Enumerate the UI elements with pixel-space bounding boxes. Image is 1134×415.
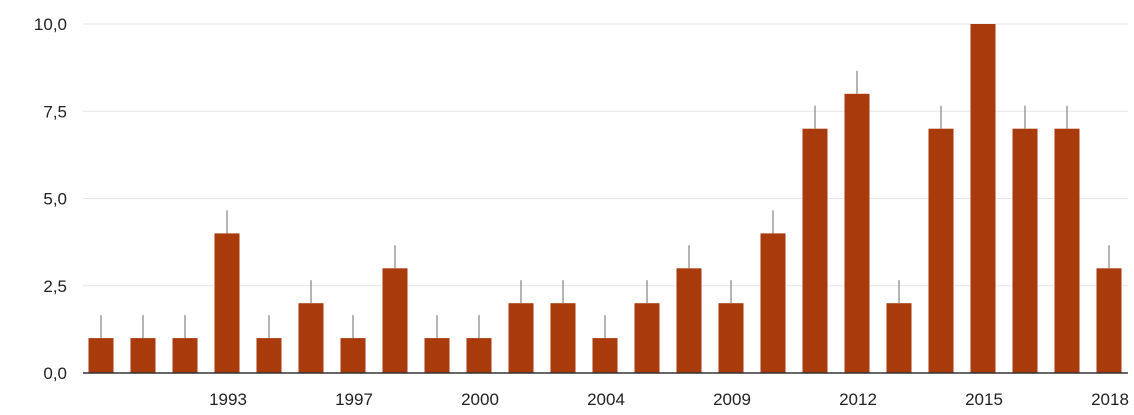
bar — [760, 233, 786, 373]
y-tick-label: 0,0 — [43, 364, 67, 383]
bar — [550, 303, 576, 373]
bar — [928, 128, 954, 373]
bar — [508, 303, 534, 373]
error-bars — [100, 70, 1110, 339]
bar — [382, 268, 408, 373]
bars — [88, 24, 1122, 374]
bar — [1054, 128, 1080, 373]
y-tick-label: 2,5 — [43, 277, 67, 296]
x-tick-label: 2018 — [1091, 390, 1129, 409]
y-tick-label: 7,5 — [43, 102, 67, 121]
x-tick-label: 2012 — [839, 390, 877, 409]
grid-lines — [83, 23, 1128, 287]
bar — [466, 338, 492, 373]
bar — [88, 338, 114, 373]
x-tick-label: 2004 — [587, 390, 625, 409]
bar — [634, 303, 660, 373]
bar — [130, 338, 156, 373]
bar — [256, 338, 282, 373]
x-tick-label: 2009 — [713, 390, 751, 409]
bar — [970, 24, 996, 373]
x-tick-labels: 1993 1997 2000 2004 2009 2012 2015 2018 — [209, 390, 1129, 409]
x-tick-label: 1997 — [335, 390, 373, 409]
bar — [214, 233, 240, 373]
bar — [592, 338, 618, 373]
bar — [802, 128, 828, 373]
bar — [172, 338, 198, 373]
y-tick-labels: 0,0 2,5 5,0 7,5 10,0 — [34, 15, 67, 383]
y-tick-label: 5,0 — [43, 190, 67, 209]
bar — [340, 338, 366, 373]
bar — [1012, 128, 1038, 373]
bar — [676, 268, 702, 373]
bar — [886, 303, 912, 373]
y-tick-label: 10,0 — [34, 15, 67, 34]
bar — [424, 338, 450, 373]
bar — [298, 303, 324, 373]
x-tick-label: 1993 — [209, 390, 247, 409]
bar — [1096, 268, 1122, 373]
x-tick-label: 2000 — [461, 390, 499, 409]
bar — [844, 93, 870, 374]
x-tick-label: 2015 — [965, 390, 1003, 409]
bar — [718, 303, 744, 373]
